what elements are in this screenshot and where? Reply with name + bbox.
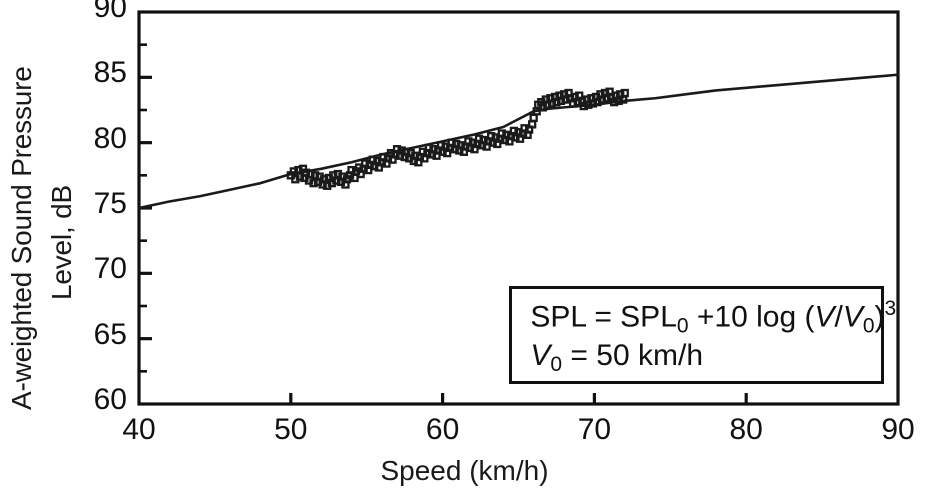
y-tick-label: 70 [93, 252, 127, 286]
measured-data-points [286, 87, 629, 190]
y-tick-label: 90 [93, 0, 127, 24]
y-tick-label: 60 [93, 383, 127, 416]
formula-line-2: V0 = 50 km/h [530, 339, 703, 377]
y-tick-label: 75 [93, 187, 127, 220]
y-tick-label: 85 [93, 56, 127, 90]
x-tick-label: 70 [577, 413, 612, 446]
y-tick-label: 65 [93, 317, 127, 351]
x-tick-label: 60 [425, 413, 460, 446]
formula-line-1: SPL = SPL0 +10 log (V/V0)3 [530, 297, 897, 338]
theoretical-curve [137, 73, 900, 210]
x-tick-label: 90 [881, 413, 915, 446]
x-axis-title: Speed (km/h) [380, 455, 549, 486]
y-tick-label: 80 [93, 121, 127, 155]
axis-ticks [139, 43, 748, 404]
x-tick-label: 80 [729, 413, 763, 446]
x-tick-label: 40 [122, 413, 156, 446]
spl-formula-box: SPL = SPL0 +10 log (V/V0)3 V0 = 50 km/h [509, 286, 896, 385]
x-tick-label: 50 [274, 413, 308, 446]
